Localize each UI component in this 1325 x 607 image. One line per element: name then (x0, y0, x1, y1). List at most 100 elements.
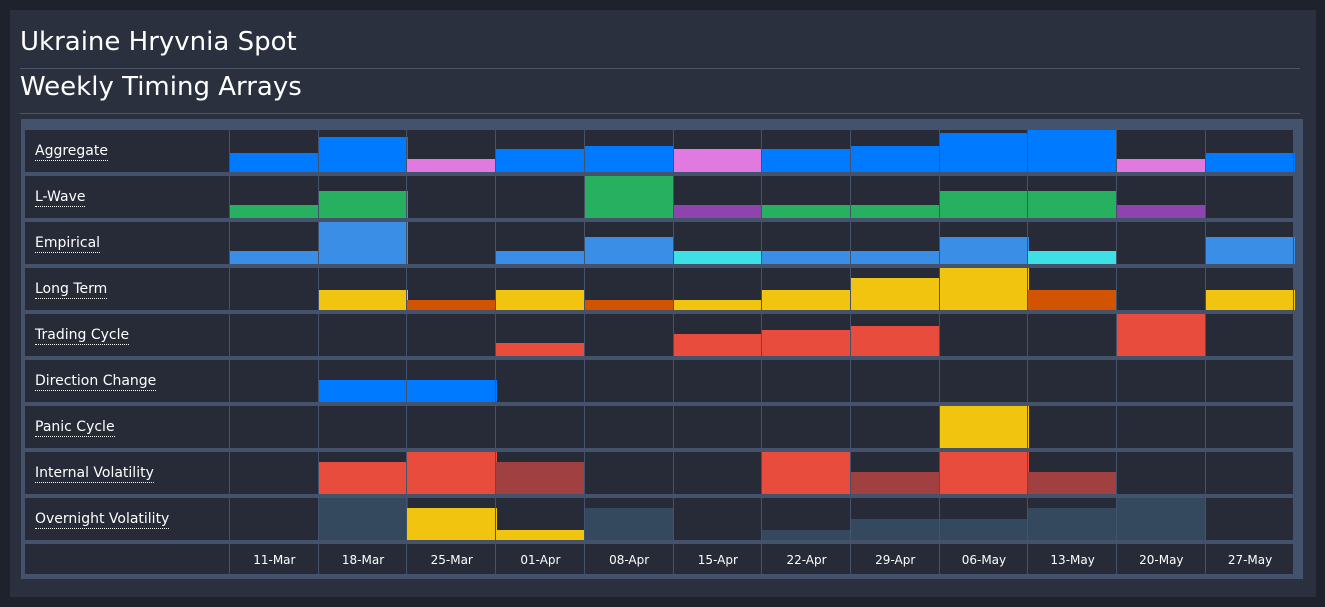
x-tick-label: 27-May (1227, 553, 1273, 567)
timing-bar (673, 205, 763, 218)
row-label[interactable]: L-Wave (35, 189, 86, 207)
x-tick-label: 13-May (1050, 553, 1095, 567)
timing-bar (673, 251, 763, 264)
page-title: Ukraine Hryvnia Spot (20, 27, 297, 57)
timing-bar (407, 159, 497, 172)
timing-bar (850, 326, 941, 356)
x-tick-label: 25-Mar (430, 553, 473, 567)
x-tick-label: 01-Apr (520, 553, 561, 567)
timing-bar (318, 462, 408, 494)
column-gridline (761, 130, 763, 574)
timing-bar (762, 205, 852, 218)
timing-bar (496, 251, 586, 264)
timing-bar (1205, 153, 1295, 172)
column-gridline (495, 130, 497, 574)
column-gridline (229, 130, 230, 574)
timing-bar (1205, 237, 1295, 264)
timing-bar (1205, 290, 1295, 310)
timing-bar (318, 380, 408, 402)
row-background (25, 360, 1295, 402)
timing-bar (584, 176, 674, 218)
timing-bar (496, 149, 586, 172)
timing-bar (407, 380, 497, 402)
timing-bar (850, 146, 941, 172)
timing-bar (318, 222, 408, 264)
timing-bar (1028, 508, 1118, 540)
timing-bar (762, 330, 852, 356)
timing-bar (230, 251, 320, 264)
timing-bar (939, 268, 1029, 310)
timing-bar (850, 278, 941, 310)
column-gridline (672, 130, 674, 574)
timing-bar (584, 146, 674, 172)
column-gridline (1116, 130, 1117, 574)
row-label[interactable]: Empirical (35, 235, 101, 253)
timing-bar (850, 472, 941, 494)
timing-array-chart: Aggregate L-Wave Empirical Long Term Trading… (21, 119, 1303, 579)
timing-bar (1117, 159, 1207, 172)
timing-bar (407, 508, 497, 540)
timing-bar (584, 508, 674, 540)
timing-bar (496, 530, 586, 540)
timing-bar (762, 251, 852, 264)
row-label[interactable]: Long Term (35, 281, 108, 299)
x-tick-label: 29-Apr (875, 553, 916, 567)
row-label[interactable]: Panic Cycle (35, 419, 115, 437)
timing-bar (318, 498, 408, 540)
timing-bar (407, 300, 497, 310)
timing-bar (1028, 251, 1118, 264)
x-tick-label: 15-Apr (697, 553, 738, 567)
row-label[interactable]: Direction Change (35, 373, 157, 391)
timing-bar (850, 251, 941, 264)
chart-panel: Ukraine Hryvnia Spot Weekly Timing Array… (10, 10, 1316, 597)
row-label[interactable]: Overnight Volatility (35, 511, 170, 529)
timing-bar (762, 290, 852, 310)
chart-title: Weekly Timing Arrays (20, 72, 302, 102)
x-tick-label: 11-Mar (253, 553, 296, 567)
timing-bar (1028, 472, 1118, 494)
timing-bar (939, 452, 1029, 494)
timing-bar (762, 452, 852, 494)
row-background (25, 406, 1295, 448)
column-gridline (1293, 130, 1295, 574)
timing-bar (230, 205, 320, 218)
x-tick-label: 20-May (1139, 553, 1184, 567)
timing-bar (1117, 314, 1207, 356)
x-tick-label: 18-Mar (341, 553, 385, 567)
timing-bar (673, 149, 763, 172)
timing-bar (1117, 205, 1207, 218)
axis-row (25, 544, 1295, 574)
column-gridline (583, 130, 585, 574)
title-divider (20, 68, 1300, 69)
row-background (25, 314, 1295, 356)
column-gridline (317, 130, 319, 574)
timing-bar (762, 149, 852, 172)
timing-bar (496, 462, 586, 494)
timing-bar (850, 519, 941, 540)
timing-bar (939, 519, 1029, 540)
row-label[interactable]: Trading Cycle (35, 327, 130, 345)
column-gridline (938, 130, 940, 574)
timing-bar (1117, 498, 1207, 540)
timing-bar (496, 343, 586, 356)
column-gridline (406, 130, 408, 574)
timing-bar (584, 237, 674, 264)
timing-bar (318, 137, 408, 172)
timing-bar (939, 237, 1029, 264)
timing-bar (318, 191, 408, 218)
x-tick-label: 08-Apr (609, 553, 650, 567)
timing-bar (673, 334, 763, 356)
subtitle-divider (20, 113, 1300, 114)
x-tick-label: 22-Apr (786, 553, 827, 567)
timing-bar (1028, 290, 1118, 310)
timing-bar (496, 290, 586, 310)
row-label[interactable]: Aggregate (35, 143, 108, 161)
row-label[interactable]: Internal Volatility (35, 465, 154, 483)
timing-bar (407, 452, 497, 494)
timing-bar (762, 530, 852, 540)
timing-bar (939, 406, 1029, 448)
timing-bar (850, 205, 941, 218)
timing-bar (673, 300, 763, 310)
timing-bar (318, 290, 408, 310)
column-gridline (849, 130, 851, 574)
